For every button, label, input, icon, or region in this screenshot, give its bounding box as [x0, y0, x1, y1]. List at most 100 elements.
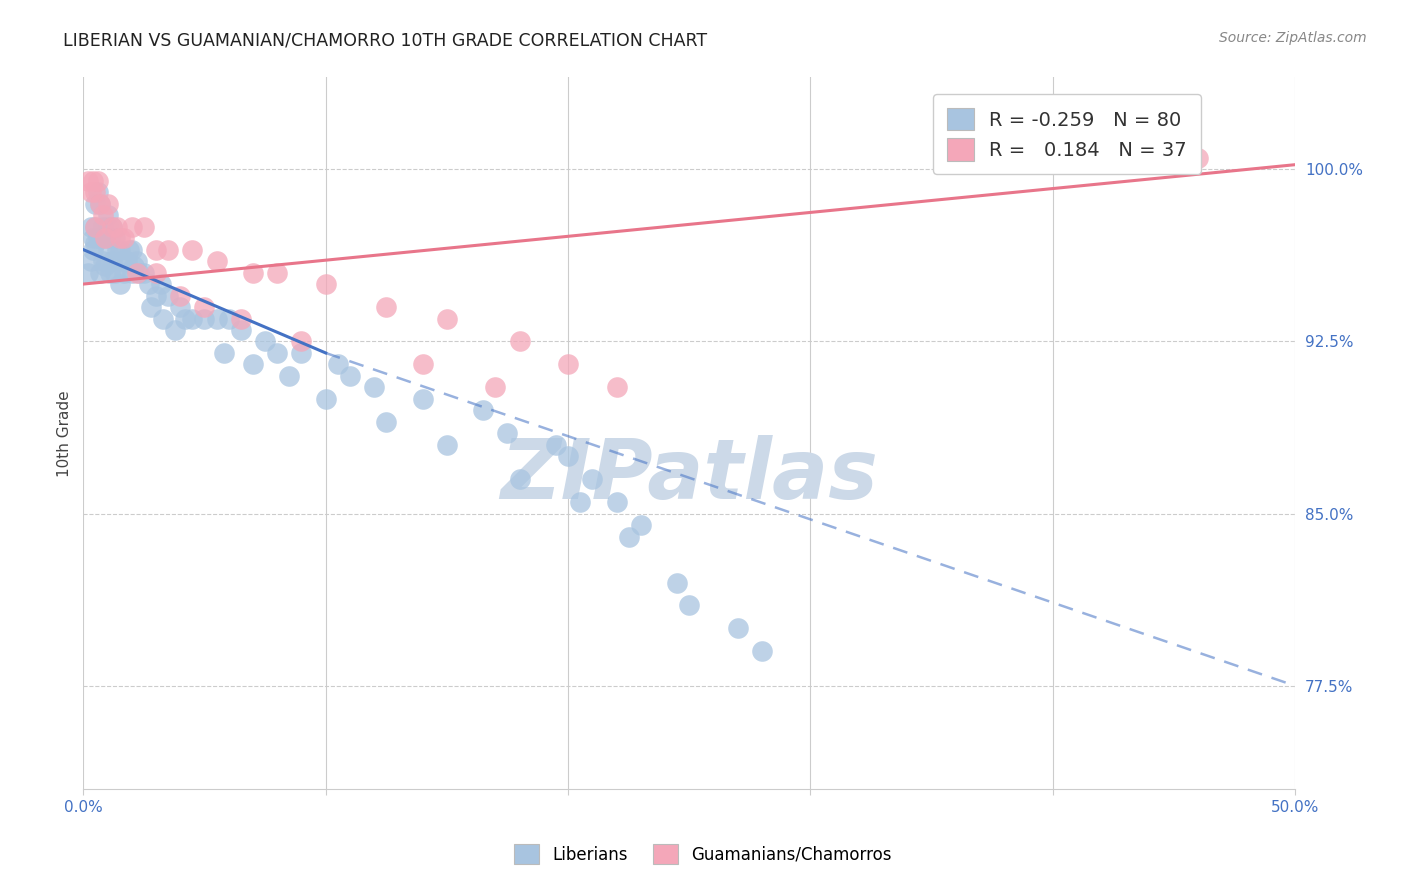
Point [412, 358, 434, 372]
Point [91, 219, 114, 234]
Point [751, 644, 773, 658]
Point [94, 259, 117, 273]
Point [84, 219, 107, 234]
Point [605, 380, 627, 394]
Point [101, 219, 124, 234]
Point [84, 235, 107, 250]
Point [266, 266, 288, 280]
Point [132, 219, 155, 234]
Point [544, 438, 567, 452]
Point [145, 288, 167, 302]
Point [138, 277, 160, 291]
Point [315, 392, 337, 406]
Point [94, 231, 117, 245]
Point [212, 346, 235, 360]
Point [121, 219, 143, 234]
Point [115, 254, 138, 268]
Point [89, 231, 111, 245]
Point [111, 254, 134, 268]
Point [87, 231, 110, 245]
Point [666, 575, 689, 590]
Point [125, 254, 148, 268]
Point [254, 334, 277, 349]
Point [98, 266, 121, 280]
Point [101, 254, 124, 268]
Point [89, 196, 111, 211]
Text: ZIPatlas: ZIPatlas [501, 435, 879, 516]
Point [1187, 151, 1209, 165]
Point [118, 243, 141, 257]
Point [79, 254, 101, 268]
Point [169, 288, 191, 302]
Point [104, 231, 127, 245]
Point [105, 219, 128, 234]
Point [509, 334, 531, 349]
Point [569, 495, 592, 509]
Point [98, 231, 121, 245]
Point [278, 368, 301, 383]
Point [242, 358, 264, 372]
Y-axis label: 10th Grade: 10th Grade [58, 390, 72, 476]
Point [94, 231, 117, 245]
Point [678, 599, 700, 613]
Point [132, 266, 155, 280]
Point [87, 186, 110, 200]
Legend: R = -0.259   N = 80, R =   0.184   N = 37: R = -0.259 N = 80, R = 0.184 N = 37 [934, 95, 1201, 174]
Point [104, 266, 127, 280]
Text: LIBERIAN VS GUAMANIAN/CHAMORRO 10TH GRADE CORRELATION CHART: LIBERIAN VS GUAMANIAN/CHAMORRO 10TH GRAD… [63, 31, 707, 49]
Point [82, 231, 104, 245]
Point [101, 219, 124, 234]
Point [181, 311, 204, 326]
Point [165, 323, 187, 337]
Point [157, 243, 180, 257]
Point [326, 358, 349, 372]
Point [290, 334, 312, 349]
Point [557, 358, 579, 372]
Point [205, 254, 228, 268]
Point [145, 266, 167, 280]
Point [229, 311, 252, 326]
Point [218, 311, 240, 326]
Point [266, 346, 288, 360]
Point [108, 231, 131, 245]
Point [96, 208, 118, 222]
Point [242, 266, 264, 280]
Point [84, 196, 107, 211]
Legend: Liberians, Guamanians/Chamorros: Liberians, Guamanians/Chamorros [508, 838, 898, 871]
Point [205, 311, 228, 326]
Point [79, 186, 101, 200]
Point [630, 518, 652, 533]
Point [315, 277, 337, 291]
Point [496, 426, 519, 441]
Point [339, 368, 361, 383]
Point [229, 323, 252, 337]
Point [105, 243, 128, 257]
Point [436, 311, 458, 326]
Point [91, 208, 114, 222]
Point [96, 219, 118, 234]
Point [375, 300, 398, 314]
Point [149, 277, 172, 291]
Point [121, 243, 143, 257]
Point [581, 472, 603, 486]
Point [557, 449, 579, 463]
Text: Source: ZipAtlas.com: Source: ZipAtlas.com [1219, 31, 1367, 45]
Point [363, 380, 385, 394]
Point [290, 346, 312, 360]
Point [152, 311, 174, 326]
Point [96, 196, 118, 211]
Point [509, 472, 531, 486]
Point [436, 438, 458, 452]
Point [84, 186, 107, 200]
Point [472, 403, 495, 417]
Point [727, 622, 749, 636]
Point [114, 266, 136, 280]
Point [89, 266, 111, 280]
Point [484, 380, 506, 394]
Point [174, 311, 197, 326]
Point [412, 392, 434, 406]
Point [128, 266, 150, 280]
Point [125, 266, 148, 280]
Point [121, 266, 143, 280]
Point [91, 254, 114, 268]
